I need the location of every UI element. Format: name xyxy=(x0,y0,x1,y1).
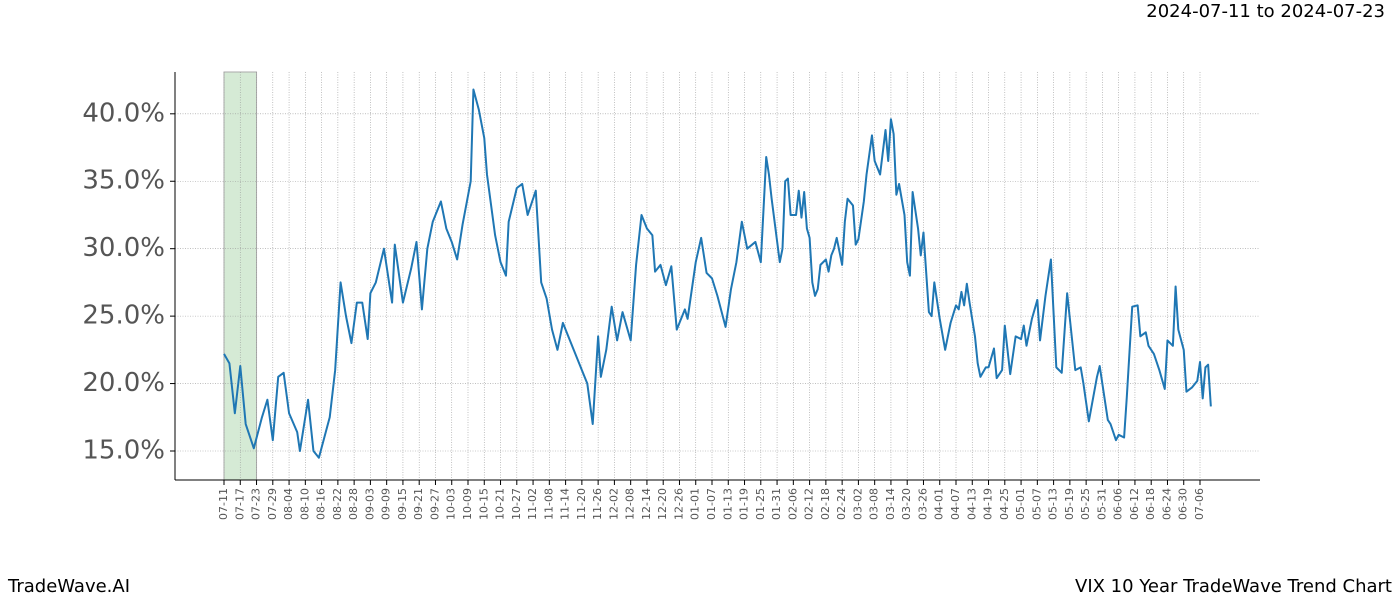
x-tick-label: 03-08 xyxy=(868,488,881,520)
x-tick-label: 02-06 xyxy=(786,488,799,520)
y-tick-label: 35.0% xyxy=(82,166,165,196)
x-tick-label: 12-26 xyxy=(672,488,685,520)
x-tick-label: 10-27 xyxy=(510,488,523,520)
x-tick-label: 06-06 xyxy=(1112,488,1125,520)
x-tick-label: 03-20 xyxy=(900,488,913,520)
y-tick-label: 15.0% xyxy=(82,436,165,466)
x-tick-label: 04-07 xyxy=(949,488,962,520)
x-tick-label: 05-01 xyxy=(1014,488,1027,520)
x-tick-label: 09-09 xyxy=(380,488,393,520)
x-tick-label: 12-08 xyxy=(624,488,637,520)
x-tick-label: 06-24 xyxy=(1160,488,1173,520)
series-line xyxy=(223,88,1212,459)
x-tick-label: 02-12 xyxy=(803,488,816,520)
x-tick-label: 05-07 xyxy=(1030,488,1043,520)
x-tick-label: 12-02 xyxy=(607,488,620,520)
x-tick-label: 10-15 xyxy=(477,488,490,520)
x-tick-label: 05-31 xyxy=(1095,488,1108,520)
x-tick-label: 08-04 xyxy=(282,488,295,520)
x-tick-label: 03-14 xyxy=(884,488,897,520)
x-tick-label: 04-13 xyxy=(965,488,978,520)
highlight-band xyxy=(223,71,258,481)
x-tick-label: 06-18 xyxy=(1144,488,1157,520)
x-tick-label: 03-02 xyxy=(851,488,864,520)
brand: TradeWave.AI xyxy=(7,576,130,597)
x-tick-label: 09-27 xyxy=(428,488,441,520)
x-tick-label: 07-11 xyxy=(217,488,230,520)
x-tick-label: 07-06 xyxy=(1193,488,1206,520)
x-tick-label: 01-19 xyxy=(738,488,751,520)
x-tick-label: 04-25 xyxy=(998,488,1011,520)
y-tick-label: 20.0% xyxy=(82,368,165,398)
x-tick-label: 09-21 xyxy=(412,488,425,520)
y-tick-label: 30.0% xyxy=(82,233,165,263)
x-tick-label: 07-29 xyxy=(266,488,279,520)
y-tick-label: 25.0% xyxy=(82,301,165,331)
x-tick-label: 06-12 xyxy=(1128,488,1141,520)
x-tick-label: 10-03 xyxy=(445,488,458,520)
x-tick-label: 12-14 xyxy=(640,488,653,520)
y-tick-label: 40.0% xyxy=(82,98,165,128)
x-tick-label: 09-15 xyxy=(396,488,409,520)
x-tick-label: 04-19 xyxy=(982,488,995,520)
x-tick-label: 01-25 xyxy=(754,488,767,520)
x-tick-label: 08-28 xyxy=(347,488,360,520)
chart-title: VIX 10 Year TradeWave Trend Chart xyxy=(1075,576,1392,597)
x-tick-label: 05-19 xyxy=(1063,488,1076,520)
x-tick-label: 05-13 xyxy=(1047,488,1060,520)
x-tick-label: 01-13 xyxy=(721,488,734,520)
x-tick-label: 11-14 xyxy=(559,488,572,520)
x-tick-label: 01-01 xyxy=(689,488,702,520)
x-tick-label: 01-07 xyxy=(705,488,718,520)
x-tick-label: 07-17 xyxy=(233,488,246,520)
x-tick-label: 11-26 xyxy=(591,488,604,520)
x-tick-label: 08-10 xyxy=(298,488,311,520)
x-tick-label: 02-24 xyxy=(835,488,848,520)
x-tick-label: 03-26 xyxy=(916,488,929,520)
x-tick-label: 02-18 xyxy=(819,488,832,520)
x-tick-label: 10-21 xyxy=(494,488,507,520)
x-tick-label: 10-09 xyxy=(461,488,474,520)
x-tick-label: 12-20 xyxy=(656,488,669,520)
x-tick-label: 08-22 xyxy=(331,488,344,520)
x-tick-label: 09-03 xyxy=(363,488,376,520)
x-tick-label: 04-01 xyxy=(933,488,946,520)
date-range: 2024-07-11 to 2024-07-23 xyxy=(1146,1,1385,22)
x-tick-label: 06-30 xyxy=(1177,488,1190,520)
x-tick-label: 11-08 xyxy=(542,488,555,520)
x-tick-label: 08-16 xyxy=(315,488,328,520)
x-tick-label: 05-25 xyxy=(1079,488,1092,520)
x-tick-label: 11-02 xyxy=(526,488,539,520)
x-tick-label: 11-20 xyxy=(575,488,588,520)
x-tick-label: 07-23 xyxy=(250,488,263,520)
x-tick-label: 01-31 xyxy=(770,488,783,520)
